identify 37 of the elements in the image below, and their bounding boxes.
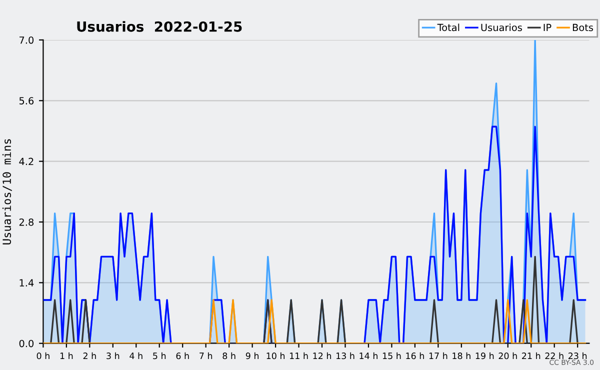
legend-label: Usuarios — [481, 24, 522, 32]
x-tick-label: 3 h — [106, 352, 120, 360]
chart-title: Usuarios 2022-01-25 — [77, 21, 242, 32]
x-tick-label: 13 h — [336, 352, 354, 360]
x-tick-label: 4 h — [130, 352, 142, 360]
x-tick-label: 7 h — [200, 352, 212, 360]
x-tick-label: 5 h — [153, 352, 166, 360]
y-tick-label: 1.4 — [20, 279, 34, 286]
x-tick-label: 9 h — [246, 352, 259, 360]
x-tick-label: 6 h — [176, 352, 189, 360]
x-tick-label: 23 h — [568, 352, 587, 360]
x-tick-label: 0 h — [36, 352, 50, 360]
x-tick-label: 8 h — [222, 352, 236, 360]
y-tick-label: 0.0 — [19, 340, 34, 348]
legend-label: Bots — [572, 24, 594, 32]
x-tick-label: 15 h — [382, 352, 401, 360]
legend-label: IP — [544, 24, 552, 32]
x-tick-label: 14 h — [360, 352, 378, 360]
x-tick-label: 17 h — [429, 352, 448, 360]
x-tick-label: 16 h — [406, 352, 424, 360]
x-tick-label: 10 h — [266, 352, 285, 360]
x-tick-label: 20 h — [498, 352, 517, 360]
y-tick-label: 4.2 — [19, 158, 34, 166]
x-tick-label: 12 h — [313, 352, 331, 360]
x-tick-label: 11 h — [290, 352, 308, 360]
x-tick-label: 22 h — [545, 352, 564, 360]
y-tick-label: 7.0 — [20, 36, 34, 44]
y-tick-label: 5.6 — [19, 97, 34, 104]
x-tick-label: 19 h — [476, 352, 494, 360]
legend-label: Total — [437, 24, 460, 32]
y-tick-label: 2.8 — [19, 218, 34, 226]
x-tick-label: 18 h — [452, 352, 470, 360]
x-tick-label: 21 h — [522, 352, 540, 360]
x-tick-label: 2 h — [83, 352, 96, 360]
x-tick-label: 1 h — [60, 352, 73, 360]
y-axis-title: Usuarios/10 mins — [2, 139, 12, 244]
line-series — [43, 126, 586, 344]
